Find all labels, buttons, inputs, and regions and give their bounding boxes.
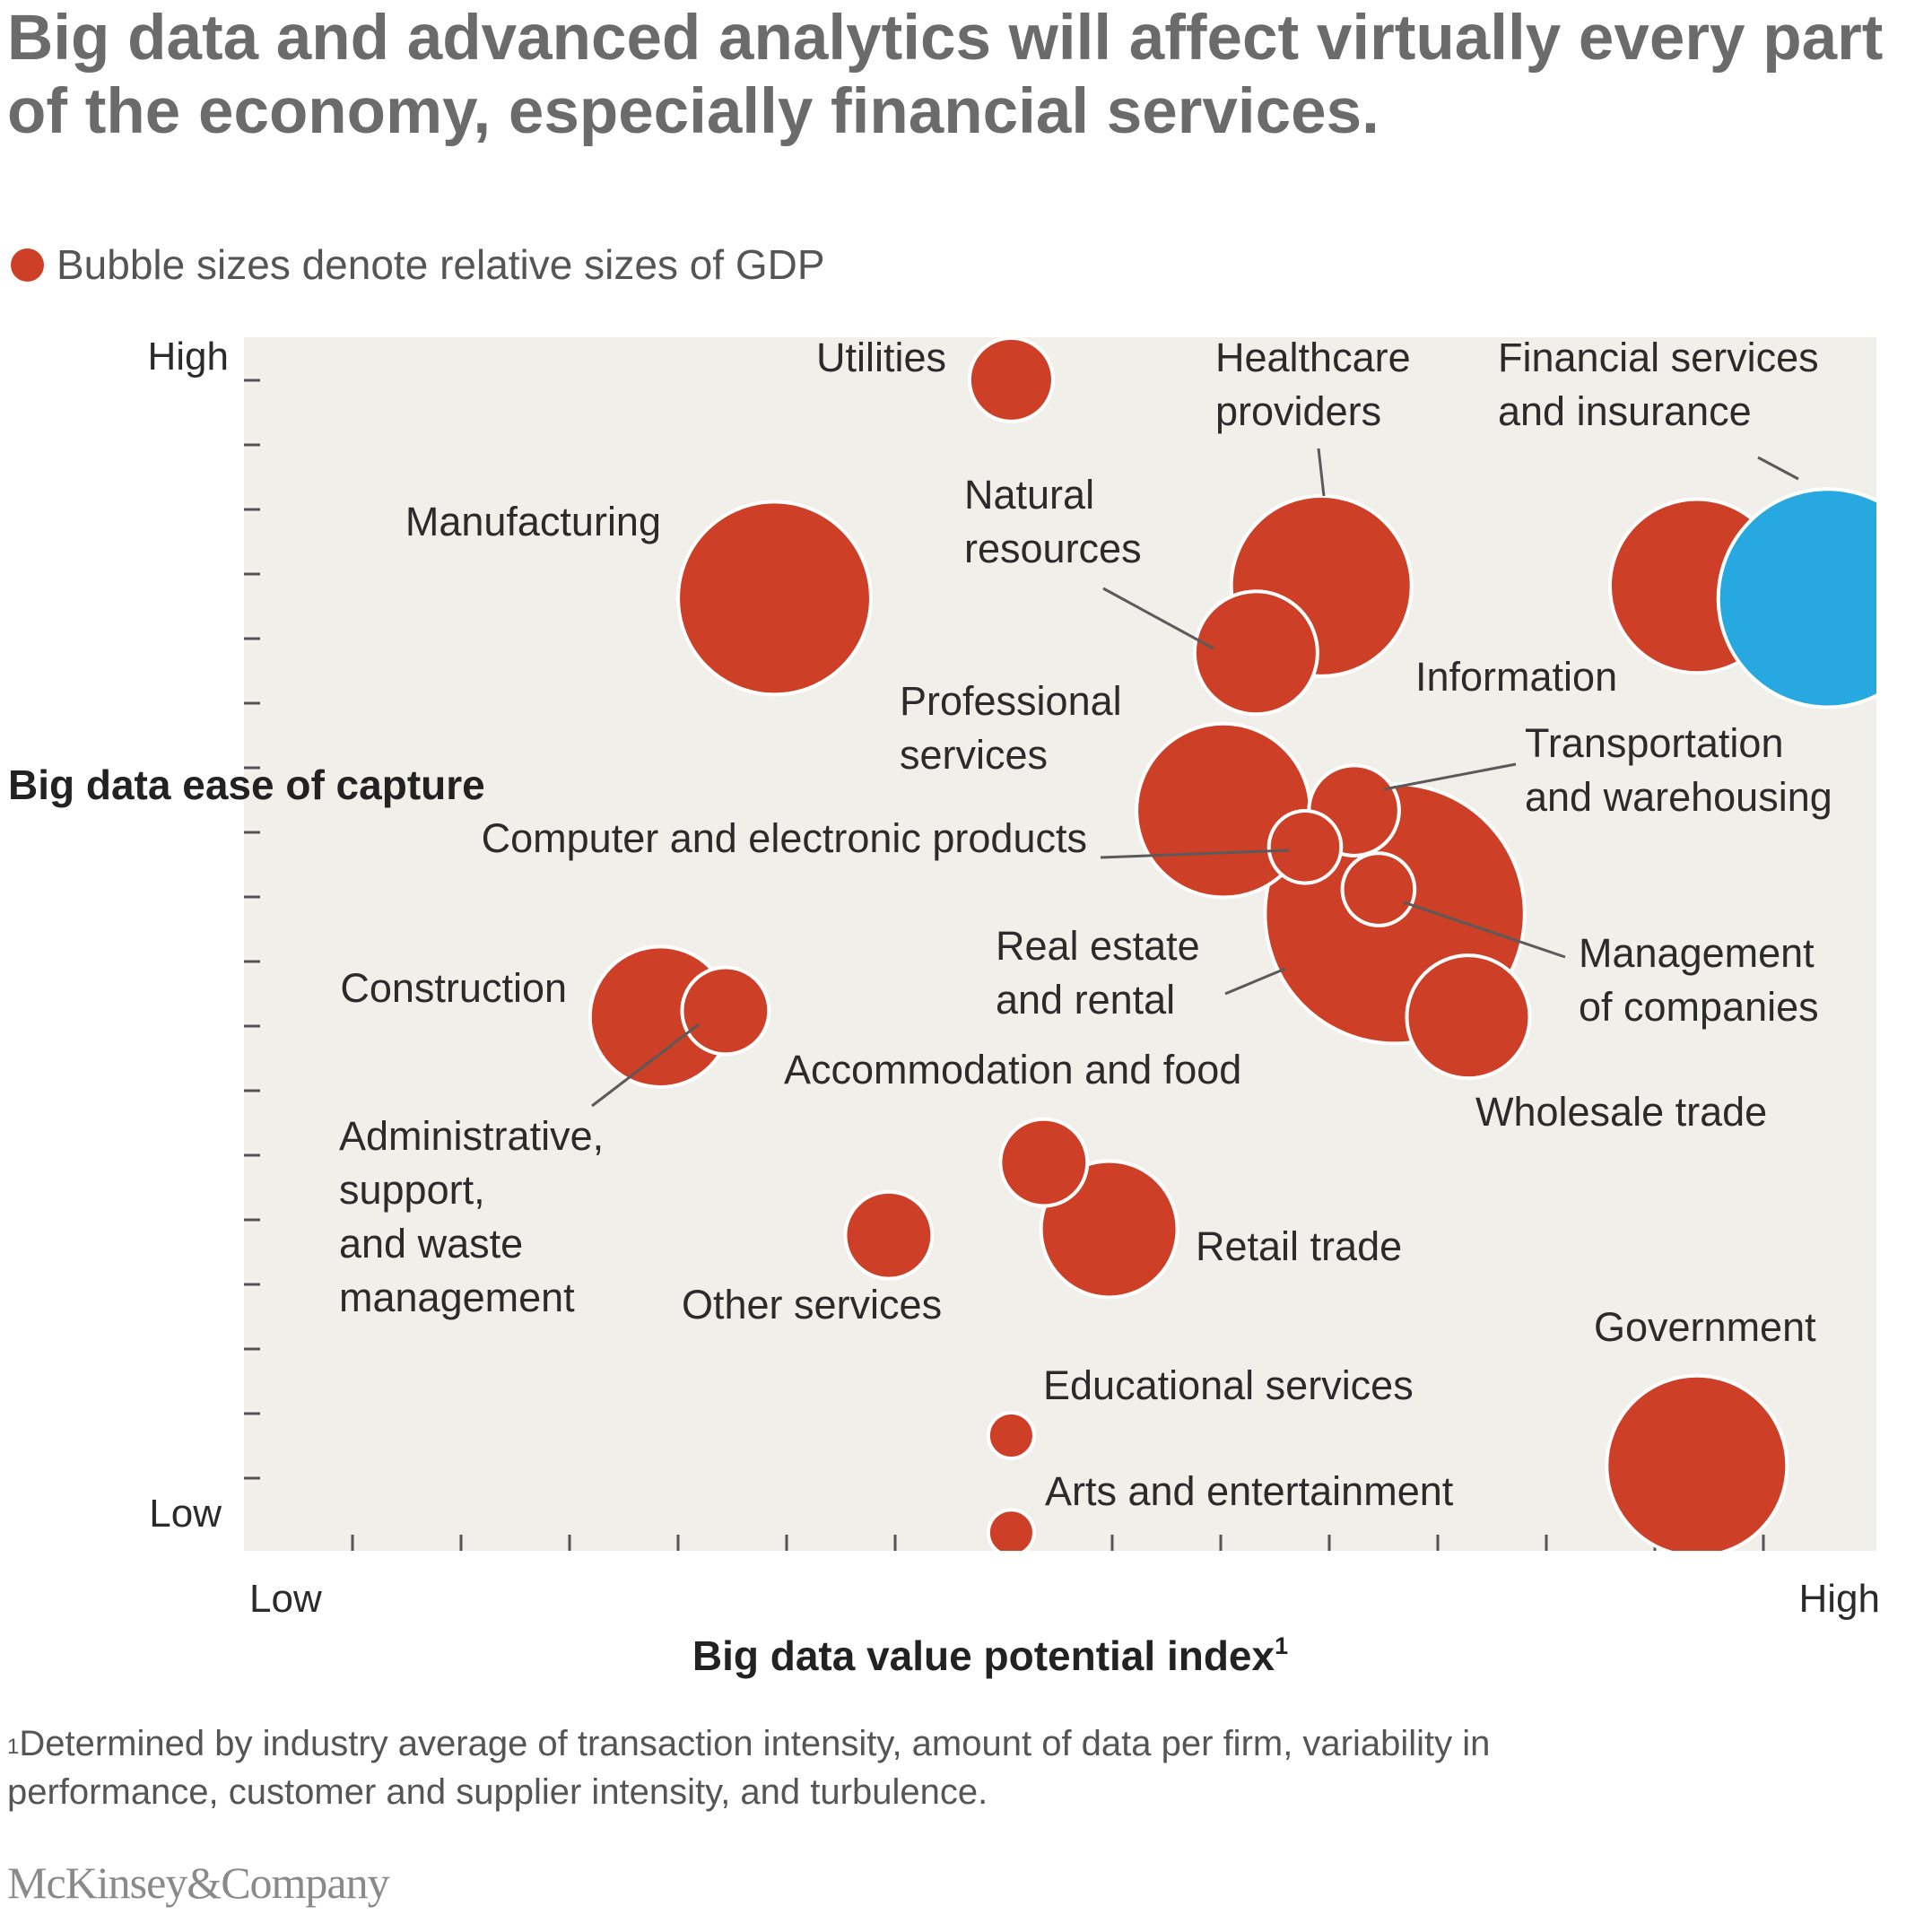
- legend-bubble-swatch: [11, 248, 44, 282]
- x-axis-footnote-marker: 1: [1275, 1632, 1288, 1659]
- label-line: and waste: [339, 1221, 523, 1266]
- label-arts-and-entertainment: Arts and entertainment: [1045, 1468, 1454, 1514]
- label-line: services: [900, 732, 1048, 778]
- x-axis-title: Big data value potential index1: [692, 1632, 1288, 1679]
- bubble-government: [1605, 1373, 1789, 1551]
- label-line: Information: [1415, 654, 1617, 700]
- leader-lines: [591, 448, 1799, 1108]
- mckinsey-logo: McKinsey&Company: [7, 1858, 390, 1908]
- label-line: Educational services: [1043, 1362, 1414, 1408]
- label-financial-services-and-insurance: Financial services and insurance: [1498, 335, 1819, 434]
- bubble-manufacturing: [676, 500, 873, 697]
- bubble-natural-resources: [1192, 589, 1319, 717]
- label-line: Financial services: [1498, 335, 1819, 380]
- label-line: Healthcare: [1215, 335, 1411, 380]
- label-other-services: Other services: [682, 1282, 942, 1327]
- legend: Bubble sizes denote relative sizes of GD…: [11, 240, 825, 289]
- label-wholesale-trade: Wholesale trade: [1475, 1089, 1767, 1135]
- label-government: Government: [1594, 1304, 1816, 1350]
- label-information: Information: [1415, 654, 1617, 700]
- bubble-computer-and-electronic-products: [1266, 808, 1344, 885]
- label-computer-and-electronic-products: Computer and electronic products: [482, 815, 1087, 861]
- label-line: and rental: [996, 977, 1175, 1023]
- footnote-marker: 1: [7, 1735, 20, 1759]
- label-line: Computer and electronic products: [482, 815, 1087, 861]
- label-healthcare-providers: Healthcare providers: [1215, 335, 1411, 434]
- label-line: management: [339, 1275, 575, 1320]
- leader-line-management-of-companies: [1403, 901, 1566, 959]
- label-line: Administrative,: [339, 1113, 604, 1159]
- label-line: Management: [1579, 930, 1815, 976]
- label-line: Professional: [900, 678, 1122, 724]
- axis-ticks: [244, 379, 1765, 1551]
- label-line: support,: [339, 1167, 485, 1213]
- legend-text: Bubble sizes denote relative sizes of GD…: [57, 241, 825, 288]
- bubble-administrative-support-and-waste-management: [680, 965, 771, 1057]
- label-administrative-support-and-waste-management: Administrative, support, and waste manageme…: [339, 1113, 604, 1320]
- chart-title: Big data and advanced analytics will aff…: [7, 3, 1884, 147]
- x-tick-label-low: Low: [249, 1577, 322, 1621]
- label-line: Retail trade: [1196, 1223, 1402, 1269]
- leader-line-healthcare-providers: [1317, 448, 1326, 497]
- label-line: Construction: [340, 965, 567, 1011]
- x-axis-title-text: Big data value potential index: [692, 1632, 1275, 1679]
- label-professional-services: Professional services: [900, 678, 1122, 778]
- bubble-labels: Utilities Healthcare providers Information F…: [339, 335, 1832, 1514]
- label-management-of-companies: Management of companies: [1579, 930, 1819, 1030]
- footnote: 1Determined by industry average of trans…: [7, 1719, 1891, 1816]
- label-construction: Construction: [340, 965, 567, 1011]
- y-tick-label-high: High: [148, 335, 230, 379]
- label-educational-services: Educational services: [1043, 1362, 1414, 1408]
- y-axis-title: Big data ease of capture: [8, 761, 485, 808]
- bubble-educational-services: [986, 1410, 1036, 1460]
- label-line: and warehousing: [1525, 774, 1832, 820]
- bubble-other-services: [843, 1189, 935, 1281]
- label-real-estate-and-rental: Real estate and rental: [996, 923, 1200, 1023]
- bubble-wholesale-trade: [1405, 953, 1532, 1081]
- y-tick-label-low: Low: [149, 1492, 222, 1536]
- label-line: Transportation: [1525, 720, 1783, 766]
- label-natural-resources: Natural resources: [964, 472, 1142, 571]
- label-line: Other services: [682, 1282, 942, 1327]
- footnote-text: Determined by industry average of transa…: [7, 1724, 1491, 1812]
- leader-line-administrative-support-and-waste-management: [591, 1023, 700, 1108]
- label-line: and insurance: [1498, 388, 1752, 434]
- label-transportation-and-warehousing: Transportation and warehousing: [1525, 720, 1832, 820]
- bubble-arts-and-entertainment: [986, 1508, 1036, 1551]
- label-line: providers: [1215, 388, 1381, 434]
- label-line: Government: [1594, 1304, 1816, 1350]
- plot-area: [244, 337, 1876, 1551]
- label-retail-trade: Retail trade: [1196, 1223, 1402, 1269]
- bubble-utilities: [967, 337, 1055, 423]
- leader-line-transportation-and-warehousing: [1383, 762, 1517, 791]
- label-utilities: Utilities: [816, 335, 946, 380]
- label-line: Manufacturing: [405, 499, 661, 544]
- label-line: Accommodation and food: [784, 1047, 1241, 1092]
- label-line: Natural: [964, 472, 1094, 518]
- label-line: Utilities: [816, 335, 946, 380]
- label-line: Wholesale trade: [1475, 1089, 1767, 1135]
- x-tick-label-high: High: [1799, 1577, 1881, 1621]
- leader-line-financial-services-and-insurance: [1757, 456, 1799, 481]
- label-line: Real estate: [996, 923, 1200, 969]
- label-manufacturing: Manufacturing: [405, 499, 661, 544]
- label-accommodation-and-food: Accommodation and food: [784, 1047, 1241, 1092]
- label-line: of companies: [1579, 984, 1819, 1030]
- bubble-financial-services-and-insurance: [1716, 487, 1876, 709]
- leader-line-natural-resources: [1102, 587, 1214, 650]
- bubbles: [587, 337, 1876, 1551]
- bubble-management-of-companies: [1340, 851, 1417, 927]
- label-line: resources: [964, 526, 1142, 571]
- leader-line-computer-and-electronic-products: [1100, 849, 1290, 859]
- leader-line-real-estate-and-rental: [1224, 967, 1286, 996]
- bubble-accommodation-and-food: [998, 1117, 1090, 1208]
- label-line: Arts and entertainment: [1045, 1468, 1454, 1514]
